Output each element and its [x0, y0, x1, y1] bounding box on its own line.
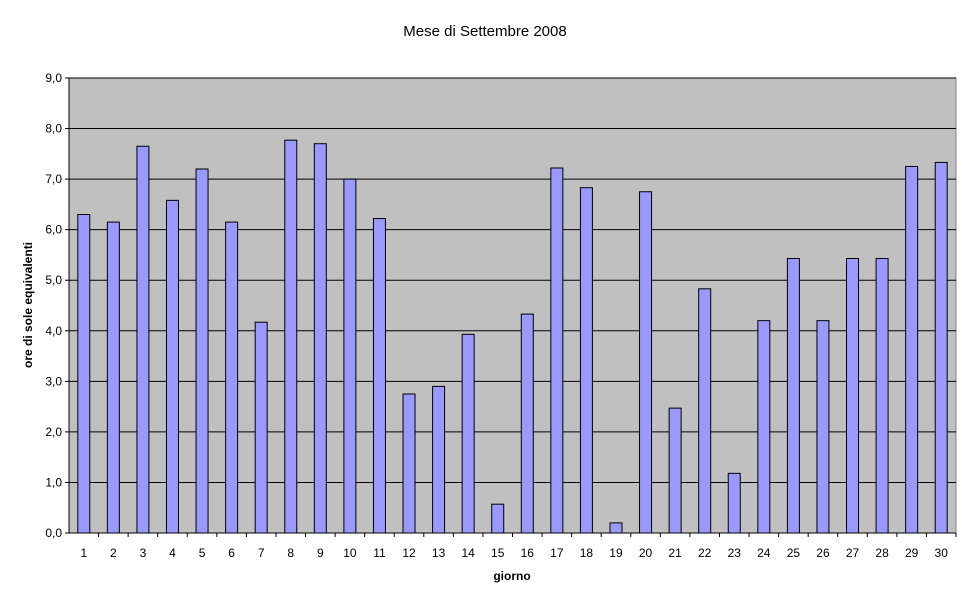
x-tick-label: 14 — [461, 546, 475, 560]
y-tick-label: 0,0 — [45, 526, 62, 540]
y-tick-label: 1,0 — [45, 475, 62, 489]
x-tick-label: 24 — [757, 546, 771, 560]
x-tick-label: 13 — [432, 546, 446, 560]
bar — [639, 191, 653, 534]
x-tick-label: 12 — [402, 546, 416, 560]
bar — [698, 288, 712, 534]
bar — [905, 165, 919, 534]
bar — [668, 407, 682, 534]
bar — [313, 143, 327, 534]
y-tick-label: 2,0 — [45, 425, 62, 439]
bar — [579, 187, 593, 534]
x-tick-label: 19 — [609, 546, 623, 560]
bar — [136, 145, 150, 534]
y-axis-title: ore di sole equivalenti — [21, 242, 35, 368]
y-tick-label: 3,0 — [45, 374, 62, 388]
x-tick-label: 18 — [580, 546, 594, 560]
x-tick-label: 10 — [343, 546, 357, 560]
x-tick-label: 15 — [491, 546, 505, 560]
x-tick-label: 22 — [698, 546, 712, 560]
bar — [165, 199, 179, 534]
bar — [727, 472, 741, 534]
bar — [757, 320, 771, 534]
x-tick-label: 9 — [317, 546, 324, 560]
y-tick-label: 8,0 — [45, 122, 62, 136]
x-tick-label: 4 — [169, 546, 176, 560]
bar — [372, 218, 386, 534]
x-tick-label: 28 — [875, 546, 889, 560]
x-tick-label: 25 — [787, 546, 801, 560]
x-tick-label: 1 — [80, 546, 87, 560]
bar — [77, 214, 91, 534]
plot-area: 0,01,02,03,04,05,06,07,08,09,01 2 3 4 5 6 7 8 9 1… — [45, 71, 957, 560]
y-tick-label: 9,0 — [45, 71, 62, 85]
plot-background — [68, 77, 957, 534]
bar — [432, 385, 446, 534]
x-tick-label: 23 — [728, 546, 742, 560]
x-tick-label: 30 — [935, 546, 949, 560]
y-tick-label: 7,0 — [45, 172, 62, 186]
x-tick-label: 7 — [258, 546, 265, 560]
bar — [786, 257, 800, 534]
x-axis-title: giorno — [493, 569, 530, 583]
bar — [461, 333, 475, 534]
y-tick-label: 5,0 — [45, 273, 62, 287]
bar — [343, 178, 357, 534]
x-tick-label: 6 — [228, 546, 235, 560]
y-tick-label: 6,0 — [45, 223, 62, 237]
bar — [550, 167, 564, 534]
x-tick-label: 11 — [373, 546, 386, 560]
x-tick-label: 17 — [550, 546, 564, 560]
bar — [846, 257, 860, 534]
bar — [195, 168, 209, 534]
bar — [254, 321, 268, 534]
x-tick-label: 5 — [199, 546, 206, 560]
bar — [491, 503, 505, 534]
chart-title: Mese di Settembre 2008 — [403, 23, 566, 40]
x-tick-label: 29 — [905, 546, 919, 560]
bar — [816, 320, 830, 534]
bar — [402, 393, 416, 534]
x-tick-label: 27 — [846, 546, 860, 560]
bar — [225, 221, 239, 534]
x-tick-label: 20 — [639, 546, 653, 560]
y-tick-label: 4,0 — [45, 324, 62, 338]
x-tick-label: 8 — [287, 546, 294, 560]
x-tick-label: 16 — [521, 546, 535, 560]
x-tick-label: 26 — [816, 546, 830, 560]
bar — [284, 139, 298, 534]
x-tick-label: 21 — [668, 546, 682, 560]
bar — [934, 161, 948, 534]
bar — [520, 313, 534, 534]
bar — [875, 257, 889, 534]
x-tick-label: 2 — [110, 546, 117, 560]
bar — [106, 221, 120, 534]
x-tick-label: 3 — [140, 546, 147, 560]
bar — [609, 522, 623, 534]
